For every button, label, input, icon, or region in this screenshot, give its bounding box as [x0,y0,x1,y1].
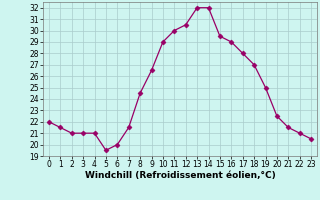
X-axis label: Windchill (Refroidissement éolien,°C): Windchill (Refroidissement éolien,°C) [84,171,276,180]
